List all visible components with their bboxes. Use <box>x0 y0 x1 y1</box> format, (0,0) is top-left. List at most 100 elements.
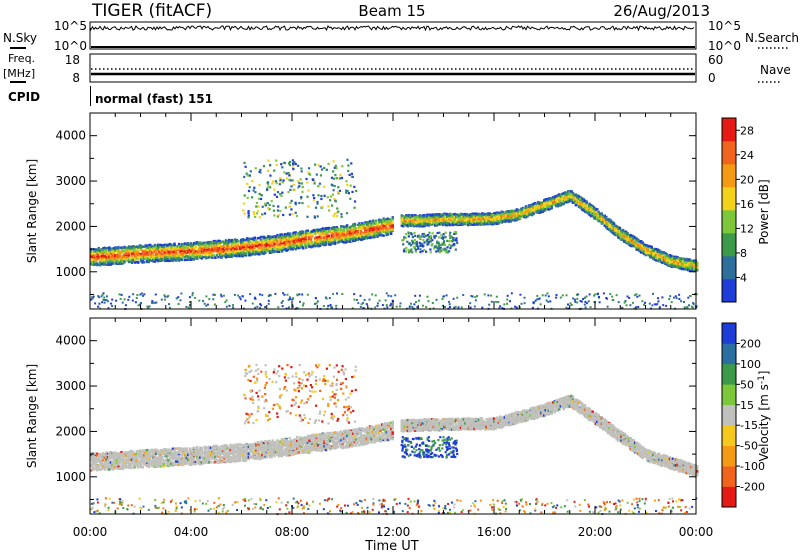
heatmap-cell <box>279 246 282 249</box>
heatmap-cell <box>433 215 437 219</box>
heatmap-cell <box>521 207 525 210</box>
heatmap-cell <box>491 219 494 222</box>
heatmap-cell <box>280 233 284 236</box>
heatmap-cell <box>406 216 409 219</box>
heatmap-cell <box>600 216 603 220</box>
heatmap-cell <box>336 228 340 231</box>
heatmap-cell <box>383 222 387 225</box>
heatmap-cell <box>283 245 287 249</box>
heatmap-cell <box>497 215 500 218</box>
heatmap-cell <box>202 252 205 255</box>
heatmap-cell <box>470 215 473 218</box>
heatmap-cell <box>249 253 252 256</box>
heatmap-cell <box>611 229 614 232</box>
heatmap-cell <box>265 238 269 242</box>
heatmap-cell <box>559 197 562 201</box>
heatmap-cell <box>250 246 253 249</box>
heatmap-cell <box>327 238 331 241</box>
heatmap-cell <box>137 255 140 259</box>
heatmap-cell <box>580 206 584 210</box>
heatmap-cell <box>108 246 111 249</box>
heatmap-cell <box>193 255 196 259</box>
heatmap-cell <box>627 239 631 242</box>
heatmap-cell <box>373 234 376 237</box>
heatmap-cell <box>199 254 202 257</box>
heatmap-cell <box>512 212 516 215</box>
heatmap-cell <box>382 230 385 233</box>
heatmap-cell <box>94 249 97 252</box>
heatmap-cell <box>140 252 143 256</box>
heatmap-cell <box>327 230 331 233</box>
heatmap-cell <box>461 213 464 216</box>
heatmap-cell <box>415 215 419 218</box>
heatmap-cell <box>133 249 137 252</box>
heatmap-cell <box>109 256 113 259</box>
heatmap-cell <box>96 253 99 256</box>
heatmap-cell <box>249 246 252 249</box>
heatmap-cell <box>126 246 129 249</box>
heatmap-cell <box>293 238 296 241</box>
heatmap-cell <box>514 215 517 218</box>
heatmap-cell <box>383 230 387 234</box>
heatmap-cell <box>265 236 269 240</box>
heatmap-cell <box>405 214 408 217</box>
heatmap-cell <box>311 241 314 244</box>
heatmap-cell <box>129 246 132 249</box>
heatmap-cell <box>400 221 403 225</box>
heatmap-cell <box>488 216 491 219</box>
heatmap-cell <box>141 259 144 263</box>
heatmap-cell <box>161 258 164 261</box>
heatmap-cell <box>453 221 456 224</box>
freq-panel <box>89 53 697 83</box>
heatmap-cell <box>368 225 372 228</box>
heatmap-cell <box>258 247 261 251</box>
heatmap-cell <box>256 252 259 256</box>
heatmap-cell <box>297 239 300 242</box>
heatmap-cell <box>367 228 370 231</box>
heatmap-cell <box>94 253 97 256</box>
noise-right-tick-top: 10^5 <box>708 19 741 33</box>
heatmap-cell <box>470 220 473 223</box>
heatmap-cell <box>509 215 513 218</box>
heatmap-cell <box>471 221 475 224</box>
heatmap-cell <box>115 262 119 265</box>
heatmap-cell <box>433 224 437 227</box>
heatmap-cell <box>261 239 264 242</box>
heatmap-cell <box>485 212 488 216</box>
heatmap-cell <box>626 233 629 236</box>
heatmap-cell <box>444 215 447 219</box>
heatmap-cell <box>252 252 255 256</box>
heatmap-cell <box>286 232 290 236</box>
heatmap-cell <box>243 248 246 251</box>
heatmap-cell <box>114 260 117 263</box>
heatmap-cell <box>605 223 608 226</box>
heatmap-cell <box>244 252 247 255</box>
heatmap-cell <box>480 215 484 219</box>
heatmap-cell <box>323 236 326 239</box>
heatmap-cell <box>324 233 328 236</box>
heatmap-cell <box>229 255 232 258</box>
heatmap-cell <box>340 231 343 234</box>
heatmap-cell <box>93 255 96 259</box>
heatmap-cell <box>530 207 534 211</box>
heatmap-cell <box>503 218 506 222</box>
heatmap-cell <box>485 217 488 220</box>
heatmap-cell <box>132 252 135 255</box>
heatmap-cell <box>476 223 479 226</box>
heatmap-cell <box>371 235 375 238</box>
heatmap-cell <box>424 214 428 218</box>
heatmap-cell <box>517 209 520 212</box>
heatmap-cell <box>179 245 182 249</box>
heatmap-cell <box>480 218 484 221</box>
heatmap-cell <box>299 233 302 236</box>
heatmap-cell <box>335 235 338 239</box>
heatmap-cell <box>535 209 538 212</box>
heatmap-cell <box>496 217 499 220</box>
heatmap-cell <box>386 222 390 225</box>
heatmap-cell <box>629 240 632 243</box>
heatmap-cell <box>191 255 194 258</box>
heatmap-cell <box>191 258 194 261</box>
heatmap-cell <box>621 234 625 237</box>
heatmap-cell <box>330 241 334 245</box>
heatmap-cell <box>229 251 232 254</box>
